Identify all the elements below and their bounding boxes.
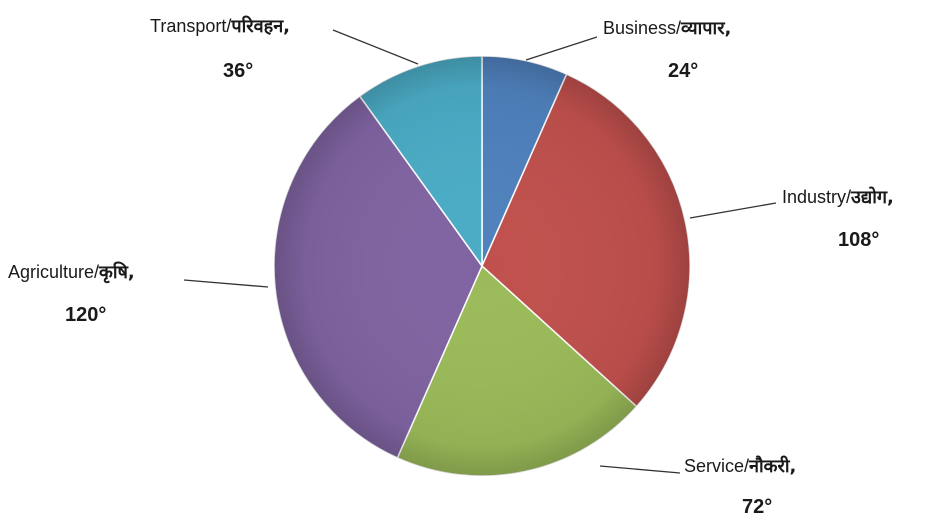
label-transport-en: Transport/ (150, 16, 232, 36)
label-business-en: Business/ (603, 18, 682, 38)
label-business-hi: व्यापार, (681, 18, 732, 39)
label-service-hi: नौकरी, (749, 456, 797, 477)
label-agriculture-en: Agriculture/ (8, 262, 100, 282)
label-transport-hi: परिवहन, (231, 16, 291, 37)
label-agriculture: Agriculture/कृषि, (8, 262, 135, 283)
label-industry-hi: उद्योग, (851, 187, 894, 208)
value-business: 24° (668, 60, 699, 82)
leader-lines (183, 29, 777, 474)
leader-line-industry (689, 202, 777, 219)
pie-slices (273, 55, 691, 477)
label-service: Service/नौकरी, (684, 456, 796, 477)
value-transport: 36° (223, 60, 254, 82)
value-industry: 108° (838, 229, 880, 251)
label-agriculture-hi: कृषि, (99, 262, 135, 283)
leader-line-service (599, 465, 681, 474)
leader-line-business (525, 36, 598, 61)
value-service: 72° (742, 496, 773, 518)
label-industry: Industry/उद्योग, (782, 187, 894, 208)
value-agriculture: 120° (65, 304, 107, 326)
label-service-en: Service/ (684, 456, 750, 476)
leader-line-agriculture (183, 279, 269, 288)
label-business: Business/व्यापार, (603, 18, 731, 39)
label-industry-en: Industry/ (782, 187, 852, 207)
label-transport: Transport/परिवहन, (150, 16, 290, 37)
leader-line-transport (332, 29, 419, 65)
